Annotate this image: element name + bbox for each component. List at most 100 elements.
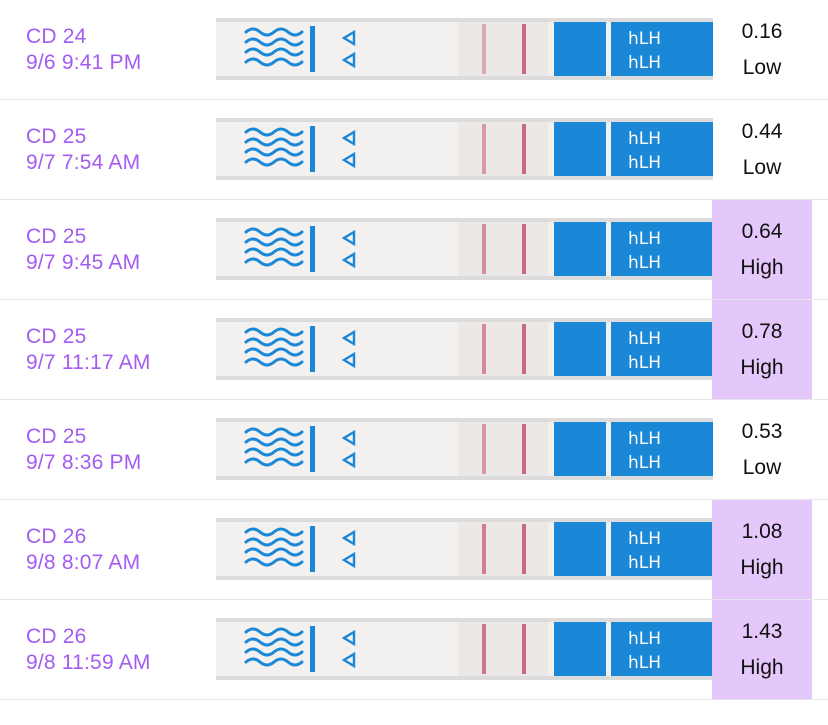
- reading-value: 1.08: [741, 520, 783, 543]
- reading-level: High: [740, 356, 784, 379]
- datetime-label: 9/7 8:36 PM: [26, 451, 142, 474]
- handle-divider: [606, 322, 611, 376]
- hlh-label: hLH: [628, 353, 661, 373]
- row-divider: [0, 99, 828, 100]
- reading-cell: 0.44 Low: [712, 100, 812, 200]
- test-meta: CD 25 9/7 11:17 AM: [26, 324, 151, 376]
- strip-photo: hLH hLH: [216, 518, 713, 580]
- arrow-icon: [341, 429, 356, 469]
- strip-photo: hLH hLH: [216, 418, 713, 480]
- hlh-label: hLH: [628, 453, 661, 473]
- datetime-label: 9/7 11:17 AM: [26, 351, 151, 374]
- test-line: [482, 324, 486, 374]
- test-meta: CD 25 9/7 8:36 PM: [26, 424, 141, 476]
- test-meta: CD 25 9/7 9:45 AM: [26, 224, 140, 276]
- strip-photo: hLH hLH: [216, 618, 713, 680]
- handle-divider: [606, 422, 611, 476]
- control-line: [522, 124, 526, 174]
- cycle-day-label: CD 25: [26, 425, 87, 448]
- ovulation-test-strip: hLH hLH: [216, 18, 713, 80]
- cycle-day-label: CD 25: [26, 125, 87, 148]
- strip-handle: [554, 322, 713, 376]
- test-meta: CD 26 9/8 8:07 AM: [26, 524, 140, 576]
- wave-icon: [244, 627, 304, 667]
- wave-icon: [244, 527, 304, 567]
- control-line: [522, 224, 526, 274]
- max-line-marker: [310, 426, 315, 472]
- reading-cell: 1.43 High: [712, 600, 812, 700]
- datetime-label: 9/8 8:07 AM: [26, 551, 141, 574]
- reading-value: 0.78: [741, 320, 783, 343]
- row-divider: [0, 699, 828, 700]
- cycle-day-label: CD 24: [26, 25, 87, 48]
- datetime-label: 9/7 9:45 AM: [26, 251, 141, 274]
- result-window: [458, 22, 548, 76]
- row-divider: [0, 399, 828, 400]
- strip-photo: hLH hLH: [216, 318, 713, 380]
- wave-icon: [244, 427, 304, 467]
- wave-icon: [244, 327, 304, 367]
- wave-icon: [244, 127, 304, 167]
- strip-handle: [554, 622, 713, 676]
- row-divider: [0, 599, 828, 600]
- cycle-day-label: CD 25: [26, 325, 87, 348]
- hlh-label: hLH: [628, 429, 661, 449]
- control-line: [522, 624, 526, 674]
- result-window: [458, 422, 548, 476]
- arrow-icon: [341, 329, 356, 369]
- arrow-icon: [341, 229, 356, 269]
- row-divider: [0, 499, 828, 500]
- test-line: [482, 624, 486, 674]
- result-window: [458, 222, 548, 276]
- arrow-icon: [341, 129, 356, 169]
- strip-handle: [554, 422, 713, 476]
- strip-handle: [554, 522, 713, 576]
- max-line-marker: [310, 226, 315, 272]
- test-row[interactable]: CD 26 9/8 11:59 AM hLH hLH 1.43 High: [0, 600, 828, 700]
- result-window: [458, 622, 548, 676]
- row-divider: [0, 199, 828, 200]
- hlh-label: hLH: [628, 253, 661, 273]
- handle-divider: [606, 222, 611, 276]
- strip-photo: hLH hLH: [216, 18, 713, 80]
- strip-photo: hLH hLH: [216, 118, 713, 180]
- handle-divider: [606, 622, 611, 676]
- hlh-label: hLH: [628, 529, 661, 549]
- datetime-label: 9/8 11:59 AM: [26, 651, 151, 674]
- reading-value: 0.53: [741, 420, 783, 443]
- reading-value: 1.43: [741, 620, 783, 643]
- datetime-label: 9/7 7:54 AM: [26, 151, 141, 174]
- test-row[interactable]: CD 24 9/6 9:41 PM hLH hLH 0.16 Low: [0, 0, 828, 100]
- hlh-label: hLH: [628, 129, 661, 149]
- result-window: [458, 522, 548, 576]
- arrow-icon: [341, 629, 356, 669]
- max-line-marker: [310, 26, 315, 72]
- max-line-marker: [310, 126, 315, 172]
- strip-handle: [554, 222, 713, 276]
- control-line: [522, 324, 526, 374]
- test-line: [482, 224, 486, 274]
- reading-level: High: [740, 556, 784, 579]
- test-line: [482, 424, 486, 474]
- cycle-day-label: CD 25: [26, 225, 87, 248]
- reading-cell: 0.78 High: [712, 300, 812, 400]
- max-line-marker: [310, 526, 315, 572]
- test-row[interactable]: CD 26 9/8 8:07 AM hLH hLH 1.08 High: [0, 500, 828, 600]
- test-row[interactable]: CD 25 9/7 7:54 AM hLH hLH 0.44 Low: [0, 100, 828, 200]
- test-row[interactable]: CD 25 9/7 11:17 AM hLH hLH 0.78 High: [0, 300, 828, 400]
- hlh-label: hLH: [628, 329, 661, 349]
- cycle-day-label: CD 26: [26, 625, 87, 648]
- arrow-icon: [341, 29, 356, 69]
- hlh-label: hLH: [628, 53, 661, 73]
- reading-cell: 1.08 High: [712, 500, 812, 600]
- test-row[interactable]: CD 25 9/7 8:36 PM hLH hLH 0.53 Low: [0, 400, 828, 500]
- hlh-label: hLH: [628, 553, 661, 573]
- handle-divider: [606, 522, 611, 576]
- result-window: [458, 322, 548, 376]
- ovulation-test-strip: hLH hLH: [216, 218, 713, 280]
- reading-level: Low: [742, 456, 782, 479]
- control-line: [522, 524, 526, 574]
- test-line: [482, 124, 486, 174]
- test-row[interactable]: CD 25 9/7 9:45 AM hLH hLH 0.64 High: [0, 200, 828, 300]
- ovulation-test-strip: hLH hLH: [216, 518, 713, 580]
